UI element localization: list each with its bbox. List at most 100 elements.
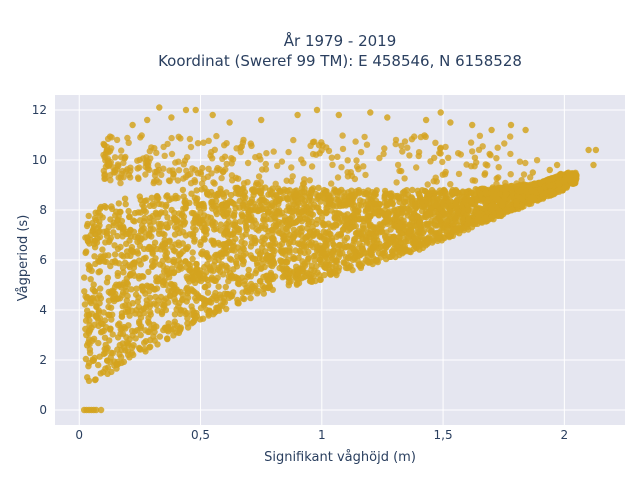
scatter-point: [279, 194, 287, 202]
scatter-point: [211, 253, 218, 260]
scatter-point: [210, 179, 217, 186]
scatter-point: [108, 316, 115, 323]
scatter-point: [357, 148, 365, 156]
scatter-point: [321, 271, 328, 279]
scatter-point: [107, 172, 114, 179]
scatter-point: [401, 175, 408, 182]
scatter-point: [316, 256, 323, 263]
scatter-point: [240, 180, 248, 187]
scatter-point: [221, 299, 229, 306]
scatter-point: [105, 311, 112, 318]
scatter-point: [125, 207, 132, 215]
scatter-point: [503, 207, 510, 214]
y-tick-label: 8: [39, 203, 47, 217]
scatter-point: [465, 216, 472, 224]
scatter-point: [165, 177, 173, 184]
scatter-point: [126, 312, 133, 319]
scatter-point: [493, 175, 500, 182]
x-tick-label: 2: [561, 428, 569, 442]
scatter-point: [315, 184, 322, 191]
scatter-point: [387, 226, 394, 233]
scatter-point: [343, 234, 351, 241]
scatter-point: [300, 180, 308, 187]
scatter-point: [170, 269, 177, 277]
scatter-point: [222, 283, 229, 291]
scatter-point: [83, 342, 91, 349]
scatter-point: [455, 218, 463, 225]
scatter-point: [93, 312, 100, 319]
scatter-point: [527, 195, 534, 202]
scatter-point: [312, 252, 319, 259]
scatter-point: [522, 126, 529, 134]
scatter-point: [283, 177, 290, 184]
scatter-point: [208, 237, 215, 244]
scatter-point: [128, 327, 136, 335]
scatter-point: [97, 406, 105, 414]
scatter-point: [95, 269, 102, 276]
scatter-point: [266, 282, 273, 289]
scatter-point: [114, 161, 122, 168]
scatter-point: [318, 214, 326, 221]
scatter-point: [308, 197, 315, 204]
y-axis-title: Vågperiod (s): [16, 215, 31, 302]
scatter-point: [205, 165, 212, 172]
scatter-point: [230, 213, 238, 220]
scatter-point: [399, 245, 406, 253]
scatter-point: [199, 315, 207, 322]
scatter-point: [106, 160, 113, 167]
scatter-point: [409, 236, 417, 243]
scatter-point: [223, 140, 230, 147]
scatter-point: [123, 297, 130, 304]
scatter-point: [151, 145, 158, 152]
scatter-point: [121, 195, 129, 202]
scatter-point: [105, 149, 112, 156]
scatter-point: [393, 213, 400, 220]
scatter-point: [186, 261, 194, 269]
scatter-point: [507, 171, 514, 178]
scatter-point: [223, 160, 230, 168]
scatter-point: [356, 240, 363, 247]
scatter-point: [150, 285, 158, 293]
scatter-point: [206, 192, 213, 199]
scatter-point: [331, 215, 339, 222]
scatter-point: [180, 221, 188, 228]
scatter-point: [469, 121, 476, 129]
scatter-point: [494, 196, 501, 204]
scatter-point: [260, 216, 267, 223]
scatter-point: [82, 317, 90, 324]
scatter-point: [404, 198, 411, 205]
scatter-point: [85, 363, 92, 370]
scatter-point: [306, 202, 313, 209]
scatter-point: [408, 227, 415, 234]
scatter-point: [439, 158, 446, 166]
scatter-point: [200, 139, 207, 146]
scatter-point: [406, 207, 413, 214]
scatter-point: [82, 293, 89, 300]
scatter-point: [90, 223, 98, 230]
scatter-point: [360, 163, 367, 170]
scatter-point: [156, 223, 163, 231]
scatter-point: [290, 207, 298, 214]
scatter-point: [147, 155, 154, 162]
scatter-point: [229, 156, 237, 163]
scatter-point: [301, 189, 308, 196]
x-tick-label: 1: [318, 428, 326, 442]
scatter-point: [124, 134, 131, 142]
scatter-point: [193, 260, 200, 268]
scatter-point: [114, 269, 122, 277]
scatter-point: [545, 177, 552, 184]
scatter-point: [84, 237, 92, 245]
scatter-point: [229, 177, 236, 184]
scatter-point: [502, 179, 509, 187]
scatter-point: [300, 200, 308, 208]
scatter-point: [431, 154, 438, 161]
scatter-point: [109, 350, 117, 357]
scatter-point: [278, 246, 285, 253]
scatter-point: [319, 249, 326, 256]
scatter-point: [192, 106, 199, 114]
scatter-point: [398, 205, 405, 212]
scatter-point: [117, 179, 124, 187]
scatter-point: [304, 258, 311, 265]
scatter-point: [443, 218, 451, 225]
scatter-point: [465, 226, 472, 233]
